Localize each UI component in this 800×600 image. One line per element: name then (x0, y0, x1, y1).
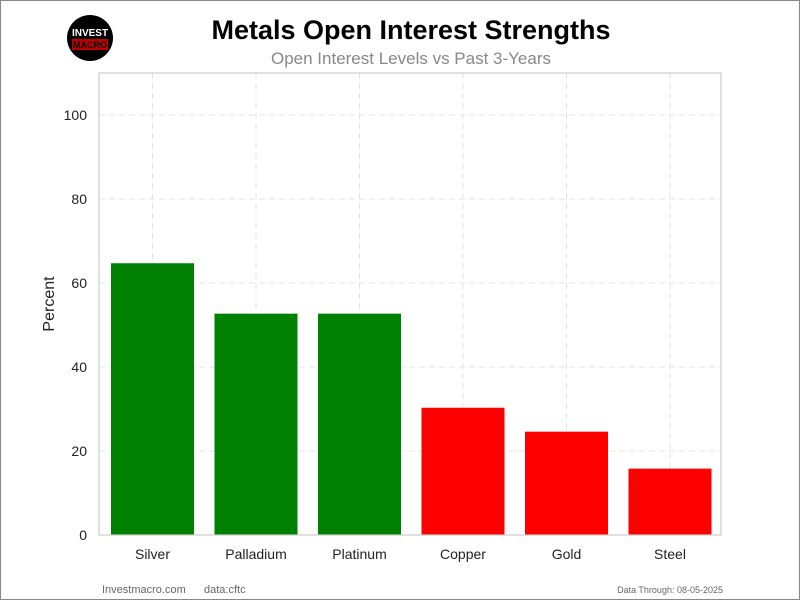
bar-steel (628, 468, 712, 535)
x-tick-label: Palladium (225, 546, 286, 562)
bar-palladium (214, 313, 298, 535)
y-tick-label: 0 (79, 527, 87, 543)
x-tick-label: Copper (440, 546, 486, 562)
y-tick-label: 100 (64, 107, 88, 123)
bar-copper (421, 407, 505, 535)
x-tick-label: Steel (654, 546, 686, 562)
chart-subtitle: Open Interest Levels vs Past 3-Years (271, 49, 551, 68)
y-tick-label: 20 (71, 443, 87, 459)
logo-text-invest: INVEST (72, 28, 108, 39)
x-tick-labels: Silver Palladium Platinum Copper Gold Steel (135, 546, 686, 562)
y-axis-label: Percent (41, 276, 58, 332)
bar-platinum (318, 313, 401, 535)
footer-site: Investmacro.com (102, 584, 186, 596)
bars (111, 263, 712, 535)
y-tick-labels: 0 20 40 60 80 100 (64, 107, 88, 543)
plot-frame (98, 72, 722, 536)
x-tick-label: Gold (552, 546, 582, 562)
bar-silver (111, 263, 194, 535)
y-tick-label: 40 (71, 359, 87, 375)
footer-source: data:cftc (204, 584, 246, 596)
logo-text-macro: MACRO (73, 40, 107, 50)
bar-gold (525, 431, 608, 535)
x-tick-label: Silver (135, 546, 170, 562)
y-tick-label: 80 (71, 191, 87, 207)
chart-title: Metals Open Interest Strengths (211, 15, 610, 45)
footer-date: Data Through: 08-05-2025 (617, 585, 723, 595)
y-tick-label: 60 (71, 275, 87, 291)
x-tick-label: Platinum (332, 546, 386, 562)
logo-band (72, 39, 108, 50)
logo: INVEST MACRO (67, 15, 113, 61)
